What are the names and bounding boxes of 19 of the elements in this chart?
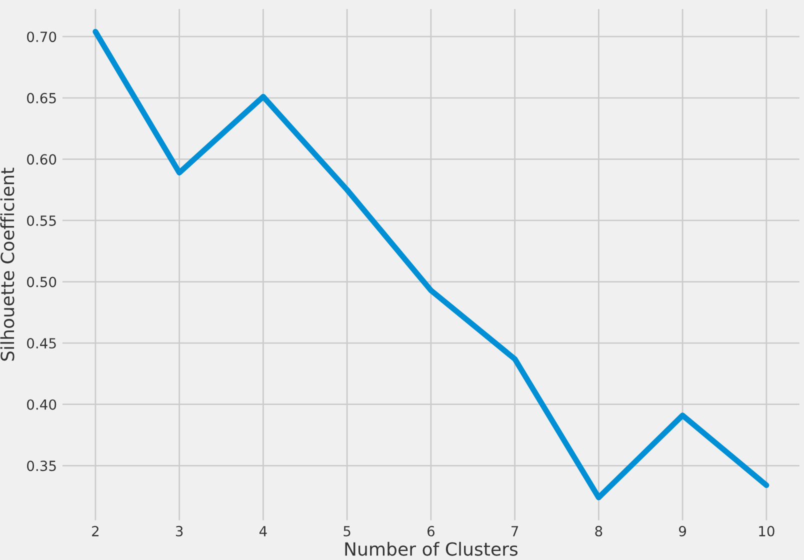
x-axis-title: Number of Clusters (345, 542, 518, 556)
y-tick-label: 0.60 (27, 154, 56, 165)
x-tick-label: 5 (344, 526, 350, 536)
y-tick-label: 0.65 (27, 92, 56, 104)
x-tick-label: 3 (176, 526, 183, 536)
x-tick-label: 2 (92, 526, 98, 536)
y-tick-label: 0.55 (27, 215, 56, 226)
x-tick-label: 4 (259, 526, 267, 536)
y-tick-label: 0.70 (27, 32, 56, 42)
x-tick-label: 8 (595, 526, 602, 536)
y-axis-title: Silhouette Coefficient (0, 168, 14, 361)
y-tick-label: 0.45 (27, 338, 56, 349)
y-tick-label: 0.50 (27, 276, 56, 288)
x-tick-label: 10 (759, 526, 774, 536)
x-tick-label: 6 (427, 526, 434, 536)
x-tick-label: 7 (512, 526, 518, 536)
x-tick-label: 9 (679, 526, 686, 536)
y-tick-label: 0.35 (27, 460, 56, 472)
y-tick-label: 0.40 (27, 399, 56, 410)
